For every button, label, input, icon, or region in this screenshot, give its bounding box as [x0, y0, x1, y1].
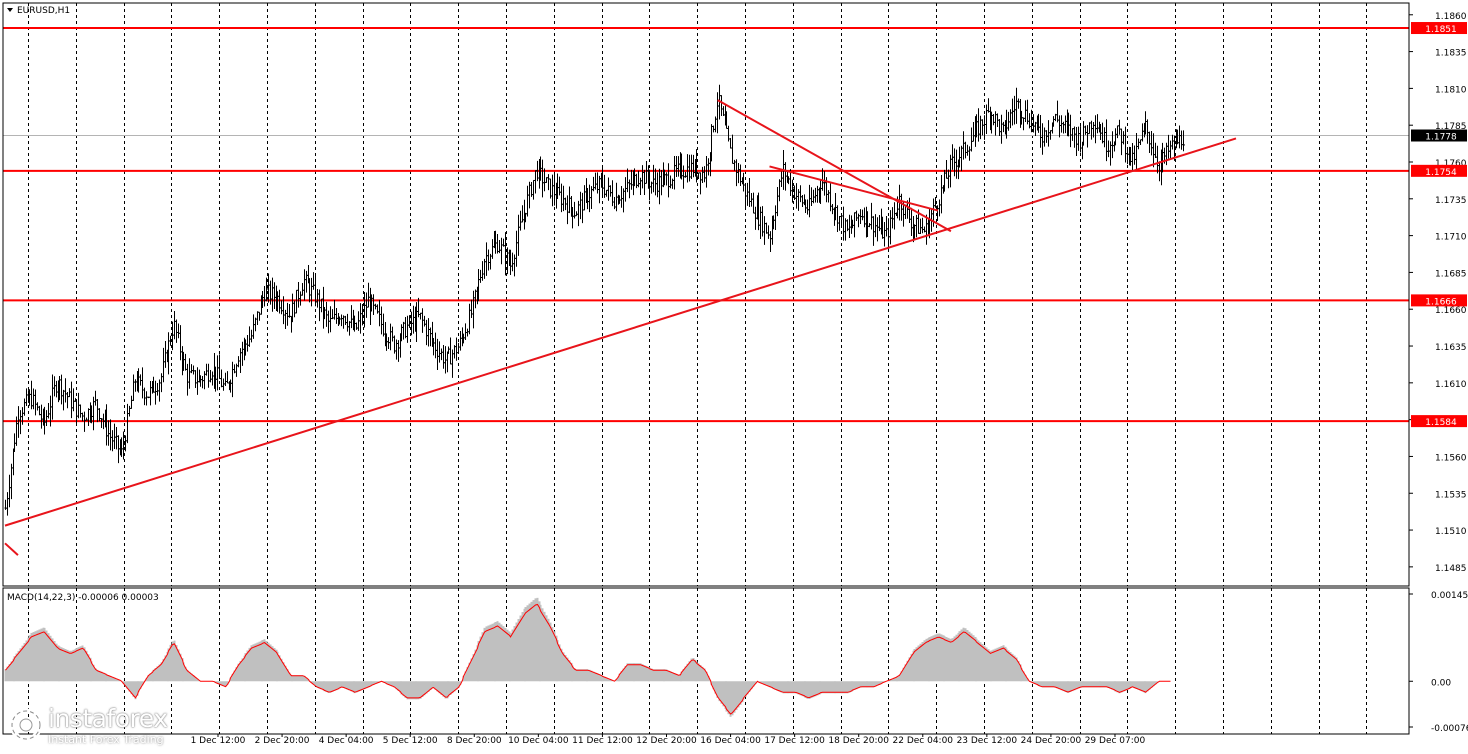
price-tick-label: 1.1835 — [1435, 49, 1467, 59]
price-tick-label: 1.1635 — [1435, 343, 1467, 353]
trendline — [4, 542, 19, 556]
trendline — [4, 137, 1237, 527]
time-tick-label: 22 Dec 04:00 — [893, 736, 954, 746]
time-tick-label: 2 Dec 20:00 — [255, 736, 310, 746]
level-price-label: 1.1584 — [1425, 418, 1457, 428]
macd-signal-line — [5, 603, 1171, 715]
price-tick-label: 1.1760 — [1435, 159, 1467, 169]
level-price-box — [1411, 415, 1467, 428]
price-tick-label: 1.1685 — [1435, 269, 1467, 279]
instaforex-watermark: instaforex Instant Forex Trading — [6, 704, 182, 748]
price-tick-label: 1.1560 — [1435, 453, 1467, 463]
time-tick-label: 16 Dec 04:00 — [700, 736, 761, 746]
time-tick-label: 11 Dec 12:00 — [572, 736, 633, 746]
price-tick-label: 1.1535 — [1435, 490, 1467, 500]
level-price-box — [1411, 164, 1467, 177]
level-price-label: 1.1666 — [1425, 297, 1457, 307]
price-tick-label: 1.1735 — [1435, 196, 1467, 206]
time-tick-label: 1 Dec 12:00 — [191, 736, 246, 746]
price-tick-label: 1.1510 — [1435, 527, 1467, 537]
chart-title: EURUSD,H1 — [17, 6, 70, 16]
instaforex-logo-icon — [9, 708, 43, 742]
level-price-label: 1.1754 — [1425, 168, 1457, 178]
main-pane-frame — [2, 2, 1410, 587]
macd-tick-label: 0.00 — [1431, 678, 1451, 688]
level-price-box — [1411, 294, 1467, 307]
time-tick-label: 17 Dec 12:00 — [764, 736, 825, 746]
current-price-label: 1.1778 — [1425, 133, 1457, 143]
price-tick-label: 1.1710 — [1435, 233, 1467, 243]
current-price-box — [1411, 129, 1467, 142]
level-price-box — [1411, 22, 1467, 35]
macd-label: MACD(14,22,3) -0.00006 0.00003 — [7, 593, 159, 603]
trendline — [717, 99, 952, 233]
price-tick-label: 1.1860 — [1435, 12, 1467, 22]
time-tick-label: 29 Dec 07:00 — [1085, 736, 1146, 746]
level-price-label: 1.1851 — [1425, 25, 1457, 35]
watermark-brand: instaforex — [48, 704, 168, 733]
price-tick-label: 1.1785 — [1435, 122, 1467, 132]
price-tick-label: 1.1485 — [1435, 564, 1467, 574]
time-tick-label: 18 Dec 20:00 — [828, 736, 889, 746]
time-tick-label: 23 Dec 12:00 — [957, 736, 1018, 746]
macd-tick-label: 0.00145 — [1431, 591, 1468, 601]
macd-pane-frame — [2, 587, 1410, 735]
price-tick-label: 1.1660 — [1435, 306, 1467, 316]
watermark-tagline: Instant Forex Trading — [48, 733, 164, 746]
title-dropdown-icon — [7, 8, 13, 12]
trendline — [769, 165, 939, 212]
time-tick-label: 24 Dec 20:00 — [1021, 736, 1082, 746]
price-tick-label: 1.1610 — [1435, 380, 1467, 390]
time-tick-label: 10 Dec 04:00 — [508, 736, 569, 746]
time-tick-label: 12 Dec 20:00 — [636, 736, 697, 746]
price-tick-label: 1.1810 — [1435, 85, 1467, 95]
time-tick-label: 4 Dec 04:00 — [319, 736, 374, 746]
time-tick-label: 5 Dec 12:00 — [383, 736, 438, 746]
time-tick-label: 8 Dec 20:00 — [447, 736, 502, 746]
macd-tick-label: -0.00076 — [1431, 724, 1468, 734]
